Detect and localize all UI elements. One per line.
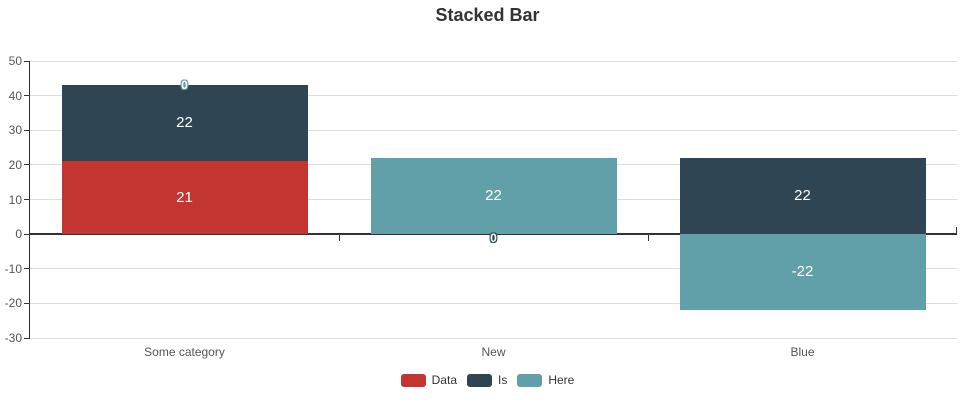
y-axis-tick (24, 302, 30, 304)
y-axis-tick (24, 337, 30, 339)
y-axis-label: 20 (8, 157, 22, 172)
y-axis-tick (24, 60, 30, 62)
gridline (30, 60, 957, 62)
y-axis-label: 50 (8, 54, 22, 68)
y-axis-line (29, 61, 30, 338)
gridline (30, 268, 957, 270)
gridline (30, 337, 957, 339)
y-axis-label: -10 (4, 261, 22, 276)
bar-segment-is-0[interactable] (61, 85, 308, 162)
legend-swatch-icon (467, 373, 492, 387)
x-axis-tick (647, 235, 649, 242)
y-axis-tick (24, 164, 30, 166)
y-axis-label: 40 (8, 88, 22, 103)
gridline (30, 95, 957, 97)
legend-label: Is (498, 373, 508, 387)
legend-swatch-icon (400, 373, 426, 387)
bar-value-label: -22 (791, 263, 814, 281)
chart-title: Stacked Bar (435, 5, 540, 25)
bar-segment-is-2[interactable] (679, 157, 926, 235)
zero-value-label: 0 (490, 231, 497, 246)
legend-label: Here (548, 373, 575, 387)
x-axis-label: New (481, 345, 506, 359)
y-axis-label: -30 (4, 331, 22, 345)
y-axis-label: 30 (8, 123, 22, 138)
y-axis-label: 0 (15, 227, 22, 242)
y-axis-tick (24, 233, 30, 235)
x-axis-tick (338, 235, 340, 242)
x-axis-label: Some category (144, 345, 225, 359)
x-axis-label: Blue (790, 345, 815, 359)
y-axis-tick (24, 129, 30, 131)
y-axis-label: 10 (8, 192, 22, 207)
legend-item-here[interactable]: Here (517, 373, 574, 387)
x-axis-tick (956, 227, 957, 234)
bar-segment-here-1[interactable] (370, 157, 617, 235)
bar-segment-here-2[interactable] (679, 234, 926, 311)
legend: Data Is Here (0, 373, 975, 387)
bar-value-label: 22 (794, 187, 811, 205)
gridline (30, 129, 957, 131)
y-axis-tick (24, 95, 30, 97)
bar-segment-data-0[interactable] (61, 161, 308, 235)
y-axis-tick (24, 199, 30, 200)
legend-item-is[interactable]: Is (467, 373, 507, 387)
gridline (30, 302, 957, 304)
bar-value-label: 21 (176, 188, 193, 206)
legend-swatch-icon (517, 373, 543, 387)
legend-label: Data (431, 373, 457, 387)
y-axis-tick (24, 268, 30, 270)
legend-item-data[interactable]: Data (400, 373, 457, 387)
zero-value-label: 0 (181, 78, 188, 93)
bar-value-label: 22 (485, 187, 502, 205)
bar-value-label: 22 (176, 114, 193, 132)
x-axis-line (30, 233, 957, 236)
y-axis-label: -20 (4, 296, 22, 311)
